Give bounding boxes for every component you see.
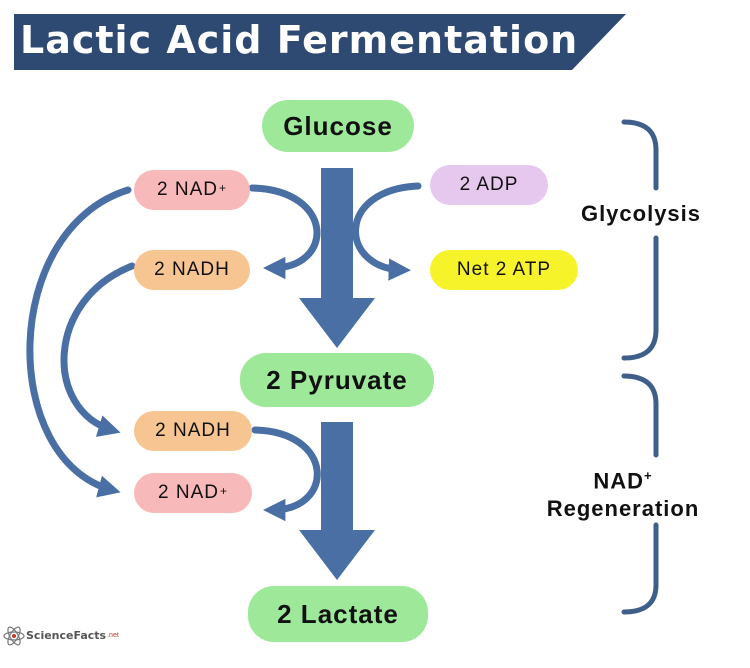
nad-regeneration-label: NAD+ Regeneration xyxy=(520,462,726,523)
adp-label: 2 ADP xyxy=(459,174,519,195)
title-banner xyxy=(14,14,626,70)
arrow-nadh-to-nad xyxy=(251,426,321,522)
nad-top-label: 2 NAD xyxy=(157,179,218,200)
glycolysis-bracket xyxy=(621,119,659,361)
arrow-nad-to-nadh xyxy=(248,184,321,280)
page-title: Lactic Acid Fermentation xyxy=(20,18,579,62)
nadh-bottom-node: 2 NADH xyxy=(134,411,252,451)
pyruvate-label: 2 Pyruvate xyxy=(266,364,408,395)
glycolysis-label: Glycolysis xyxy=(580,201,702,226)
logo-atom-icon xyxy=(3,626,25,646)
nad-regeneration-line2: Regeneration xyxy=(546,496,700,522)
arrow-nad-recycle xyxy=(26,186,132,498)
logo-suffix: .net xyxy=(107,632,119,639)
glucose-node: Glucose xyxy=(262,100,414,152)
nad-bottom-charge: + xyxy=(219,484,228,498)
nad-top-node: 2 NAD + xyxy=(134,170,250,210)
sciencefacts-logo: ScienceFacts .net xyxy=(26,629,119,642)
atp-label: Net 2 ATP xyxy=(456,259,552,280)
lactate-node: 2 Lactate xyxy=(248,586,428,642)
nad-top-charge: + xyxy=(218,181,227,195)
pyruvate-node: 2 Pyruvate xyxy=(240,353,434,407)
glucose-label: Glucose xyxy=(283,110,393,141)
nad-bottom-label: 2 NAD xyxy=(158,482,219,503)
nadh-top-node: 2 NADH xyxy=(134,250,250,290)
main-arrow-reduction xyxy=(299,422,375,580)
adp-node: 2 ADP xyxy=(430,165,548,205)
lactate-label: 2 Lactate xyxy=(277,598,399,629)
arrow-nadh-recycle xyxy=(60,262,136,437)
nad-bottom-node: 2 NAD + xyxy=(134,473,252,513)
nad-regeneration-line1: NAD+ xyxy=(593,468,653,494)
regeneration-bracket xyxy=(621,373,659,615)
logo-text: ScienceFacts xyxy=(26,629,107,642)
atp-node: Net 2 ATP xyxy=(430,250,578,290)
nadh-top-label: 2 NADH xyxy=(154,259,230,280)
nadh-bottom-label: 2 NADH xyxy=(155,420,231,441)
main-arrow-glycolysis xyxy=(299,168,375,348)
arrow-adp-to-atp xyxy=(352,182,422,281)
